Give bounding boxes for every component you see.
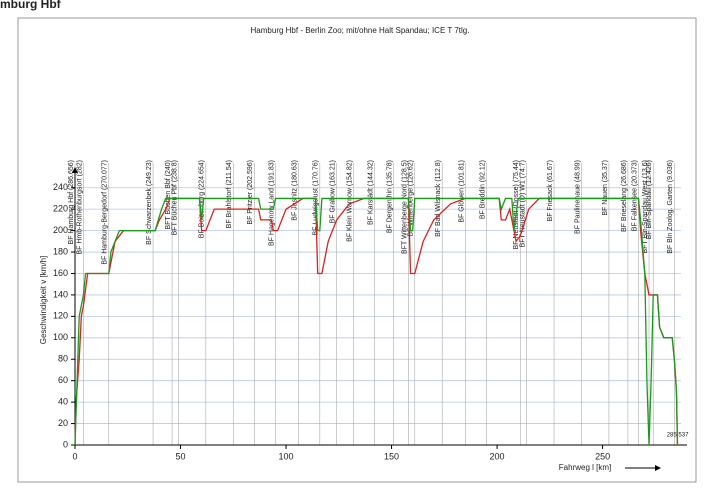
- station-label: BF Hamburg-Bergedorf (270.077): [102, 160, 109, 265]
- station-label: BF Grabow (163.21): [330, 160, 337, 223]
- y-tick-label: 100: [53, 332, 68, 342]
- station-label: BF Jasnitz (180.63): [292, 160, 299, 221]
- station-label: BF Hmb-Rothenburgsort (282): [76, 160, 83, 255]
- station-label: BFT Neustadt (D) W1 (74.7): [519, 160, 526, 247]
- y-tick-label: 120: [53, 311, 68, 321]
- x-tick-label: 200: [490, 451, 505, 461]
- station-label: BFT Büchen Pbf (238.8): [171, 160, 178, 235]
- station-label: BF Brieselang (26.686): [621, 160, 628, 232]
- station-label: BF Brahlstorf (211.54): [226, 160, 233, 228]
- station-label: BFT Bln-Spandau West (13.6): [642, 160, 649, 254]
- y-tick-label: 200: [53, 225, 68, 235]
- station-label: BF Glöwen (101.81): [458, 160, 465, 223]
- chart-title: Hamburg Hbf - Berlin Zoo; mit/ohne Halt …: [251, 26, 470, 35]
- y-tick-label: 180: [53, 246, 68, 256]
- y-tick-label: 160: [53, 268, 68, 278]
- station-label: BF Neustadt (Dosse) (75.44): [513, 160, 520, 249]
- y-tick-label: 140: [53, 289, 68, 299]
- station-label: BF Dergenthin (135.78): [387, 160, 394, 233]
- station-label: BF Wittenberge (126.62): [408, 160, 415, 237]
- frame: [17, 17, 697, 483]
- station-label: BFT Wittenberge Nord (128.5): [401, 160, 408, 254]
- x-arrow-head: [655, 465, 661, 471]
- station-label: BF Karstädt (144.32): [368, 160, 375, 225]
- x-tick-label: 0: [72, 451, 77, 461]
- y-tick-label: 60: [58, 375, 68, 385]
- station-label: BF Breddin (92.12): [479, 160, 486, 219]
- y-tick-label: 80: [58, 354, 68, 364]
- station-label: BF Ludwigslust (170.76): [313, 160, 320, 235]
- y-tick-label: 220: [53, 204, 68, 214]
- y-arrow-head: [72, 167, 78, 173]
- station-label: BF Friesack (61.67): [547, 160, 554, 221]
- y-axis-label: Geschwindigkeit v [km/h]: [39, 256, 48, 344]
- station-label: BF Bln Zoolog. Garten (9.036): [667, 160, 674, 254]
- y-tick-label: 0: [63, 439, 68, 449]
- x-axis-label: Fahrweg l [km]: [559, 463, 611, 472]
- station-label: BF Hamburg Hbf (286.656): [68, 160, 75, 244]
- station-label: BF Paulinenaue (48.99): [574, 160, 581, 234]
- station-label: BFT Büchen Bbf (240): [165, 160, 172, 230]
- header-text: mburg Hbf: [0, 0, 62, 11]
- station-label: BF Schwarzenbek (249.23): [146, 160, 153, 245]
- station-label: BF Bln-Spandau (12.426): [646, 160, 653, 239]
- station-label: BF Nauen (35.37): [602, 160, 609, 216]
- station-label: BF Pritzier (202.596): [247, 160, 254, 225]
- y-tick-label: 40: [58, 396, 68, 406]
- station-label: BF Klein Warnow (154.82): [346, 160, 353, 242]
- y-tick-label: 20: [58, 418, 68, 428]
- station-label: BF Falkensee (20.373): [631, 160, 638, 231]
- x-tick-label: 50: [176, 451, 186, 461]
- station-label: BF Boizenburg (224.654): [199, 160, 206, 238]
- speed-line: [74, 197, 679, 446]
- x-tick-label: 150: [384, 451, 399, 461]
- x-tick-label: 250: [595, 451, 610, 461]
- x-tick-label: 100: [279, 451, 294, 461]
- station-label: BF Hagenow Land (191.83): [268, 160, 275, 246]
- y-tick-label: 240: [53, 182, 68, 192]
- speed-line: [74, 197, 679, 446]
